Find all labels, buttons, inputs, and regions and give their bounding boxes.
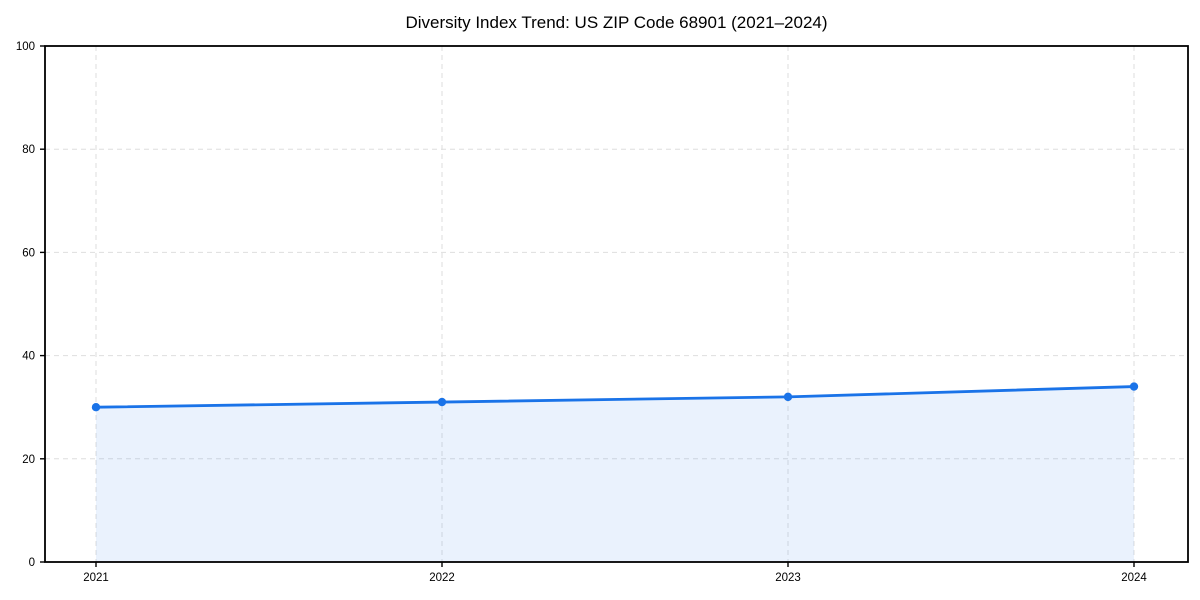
area-fill (96, 386, 1134, 562)
x-axis-tick-label: 2021 (83, 572, 109, 584)
x-axis-tick-label: 2022 (429, 572, 455, 584)
data-point-marker (1129, 382, 1139, 391)
data-point-marker (437, 397, 447, 407)
y-axis-tick-label: 40 (22, 351, 35, 363)
y-axis-tick-label: 100 (16, 41, 35, 53)
x-axis-tick-label: 2023 (775, 572, 801, 584)
plot-border (44, 45, 1189, 563)
trend-line (94, 385, 1136, 409)
data-point-marker (91, 403, 101, 412)
y-axis-tick-label: 20 (22, 454, 35, 466)
y-axis-tick-label: 80 (22, 144, 35, 156)
data-point-marker (783, 392, 793, 402)
y-axis-tick-label: 60 (22, 247, 35, 259)
x-axis-tick-label: 2024 (1121, 572, 1147, 584)
chart-title: Diversity Index Trend: US ZIP Code 68901… (405, 13, 828, 32)
y-axis-tick-label: 0 (29, 557, 35, 569)
